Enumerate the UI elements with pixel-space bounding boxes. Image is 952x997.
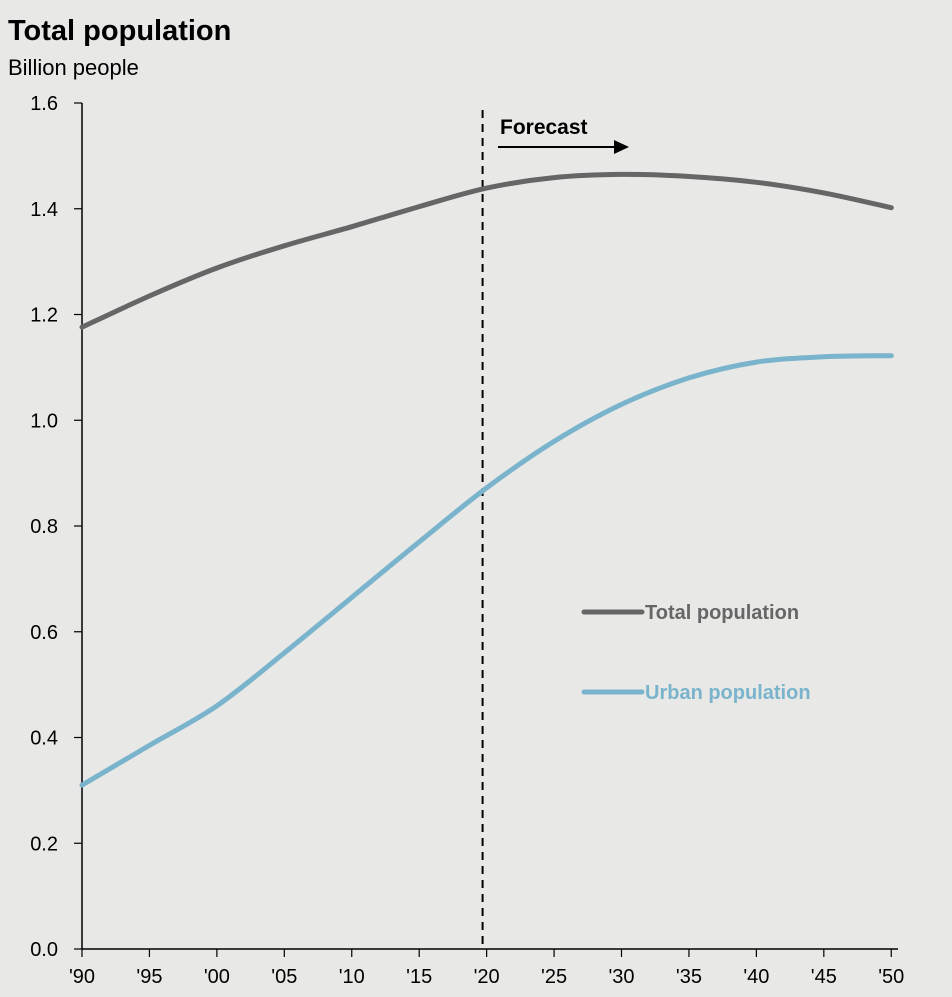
- y-tick-label: 0.4: [30, 728, 58, 750]
- series-line-urban-population: [79, 353, 894, 788]
- legend: Total population Urban population: [581, 602, 811, 704]
- x-tick-label: '10: [339, 966, 365, 988]
- x-tick-label: '40: [743, 966, 769, 988]
- axes: 0.0 0.2 0.4 0.6 0.8 1.0 1.2 1.4 1.6 '90 '95 '00 '05 '…: [30, 93, 904, 988]
- forecast-arrow-head: [614, 140, 629, 154]
- y-tick-label: 1.2: [30, 305, 58, 327]
- y-tick-label: 0.2: [30, 833, 58, 855]
- x-tick-label: '25: [541, 966, 567, 988]
- forecast-marker: Forecast: [481, 110, 629, 949]
- x-tick-label: '50: [878, 966, 904, 988]
- forecast-label: Forecast: [500, 116, 588, 139]
- series-lines: [79, 171, 894, 788]
- y-tick-label: 0.6: [30, 622, 58, 644]
- x-tick-label: '05: [271, 966, 297, 988]
- y-tick-label: 0.8: [30, 516, 58, 538]
- x-tick-label: '90: [69, 966, 95, 988]
- x-tick-label: '15: [406, 966, 432, 988]
- chart-title: Total population: [8, 15, 231, 47]
- y-tick-label: 1.6: [30, 93, 58, 115]
- y-tick-label: 0.0: [30, 939, 58, 961]
- y-tick-label: 1.4: [30, 199, 58, 221]
- x-tick-label: '35: [676, 966, 702, 988]
- x-tick-label: '30: [608, 966, 634, 988]
- series-line-total-population: [79, 171, 894, 330]
- legend-label-urban-population: Urban population: [645, 682, 811, 704]
- chart-subtitle: Billion people: [8, 55, 139, 80]
- x-tick-label: '45: [811, 966, 837, 988]
- x-tick-label: '95: [136, 966, 162, 988]
- x-tick-label: '20: [474, 966, 500, 988]
- x-tick-label: '00: [204, 966, 230, 988]
- y-tick-label: 1.0: [30, 410, 58, 432]
- legend-label-total-population: Total population: [645, 602, 799, 624]
